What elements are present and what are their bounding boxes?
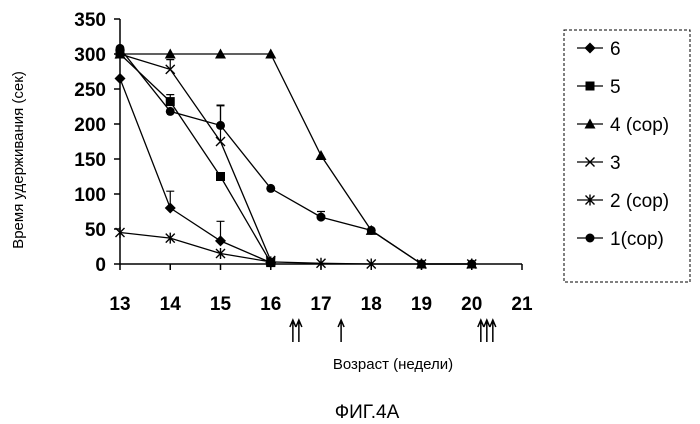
data-point xyxy=(216,172,225,181)
legend-label: 2 (cop) xyxy=(610,191,669,212)
data-point xyxy=(165,64,176,75)
error-bars xyxy=(166,59,325,241)
legend-marker xyxy=(585,157,595,167)
data-point xyxy=(417,259,426,269)
x-tick-label: 19 xyxy=(411,294,432,315)
legend-marker xyxy=(585,81,595,91)
y-axis-label: Время удерживания (сек) xyxy=(10,71,27,249)
legend-marker xyxy=(585,233,595,243)
legend-item: 6 xyxy=(577,39,621,60)
data-point xyxy=(164,48,176,59)
x-tick-label: 16 xyxy=(260,294,281,315)
legend-marker xyxy=(585,194,595,206)
data-point xyxy=(366,258,377,270)
legend-label: 1(cop) xyxy=(610,229,664,250)
legend-label: 3 xyxy=(610,153,621,174)
dosing-arrow xyxy=(337,318,345,342)
legend-box xyxy=(563,29,691,283)
legend-item: 1(cop) xyxy=(577,229,664,250)
legend-item: 2 (cop) xyxy=(577,191,669,212)
data-point xyxy=(165,232,176,244)
data-point xyxy=(467,259,477,269)
dosing-arrow xyxy=(477,318,485,342)
x-tick-label: 13 xyxy=(109,294,130,315)
y-tick-label: 0 xyxy=(95,255,106,276)
dosing-arrows xyxy=(289,318,497,342)
data-point xyxy=(215,136,226,147)
legend-marker xyxy=(584,118,596,129)
series-lines xyxy=(119,47,472,265)
data-point xyxy=(266,183,276,193)
data-point xyxy=(315,150,327,160)
x-tick-label: 14 xyxy=(160,294,182,315)
data-point xyxy=(316,212,326,222)
data-point xyxy=(114,73,126,84)
dosing-arrow xyxy=(489,318,497,342)
data-point xyxy=(216,120,225,130)
series-line-5 xyxy=(119,231,472,265)
axes xyxy=(114,18,523,270)
data-point xyxy=(366,225,376,235)
legend-item: 5 xyxy=(577,77,621,98)
series-line-1 xyxy=(119,78,272,264)
legend: 6 5 4 (cop) 3 2 (cop) 1(cop) xyxy=(563,29,691,283)
series-line-6 xyxy=(119,47,472,265)
series-line-2 xyxy=(119,53,272,263)
y-tick-label: 100 xyxy=(74,185,106,206)
y-tick-label: 250 xyxy=(74,80,106,101)
legend-marker xyxy=(584,42,596,54)
y-tick-label: 150 xyxy=(74,150,106,171)
y-tick-label: 200 xyxy=(74,115,106,136)
x-tick-label: 21 xyxy=(511,294,533,315)
data-point xyxy=(165,97,175,107)
legend-label: 5 xyxy=(610,77,621,98)
y-tick-label: 50 xyxy=(85,220,106,241)
x-tick-label: 17 xyxy=(310,294,331,315)
tick-labels: 0 50 100 150 200 250 300 350 13 14 15 16 17 18 19 20 21 xyxy=(74,10,533,315)
legend-item: 3 xyxy=(577,153,621,174)
x-tick-label: 15 xyxy=(210,294,232,315)
error-bar xyxy=(166,59,175,70)
y-tick-label: 300 xyxy=(74,45,106,66)
data-point xyxy=(265,48,277,59)
data-point xyxy=(215,248,226,259)
data-point xyxy=(115,227,125,238)
x-tick-label: 18 xyxy=(361,294,382,315)
data-point xyxy=(316,257,326,269)
y-tick-label: 350 xyxy=(74,10,106,31)
data-point xyxy=(215,48,226,59)
data-point xyxy=(265,256,276,268)
series-line-4 xyxy=(119,53,272,261)
series-markers xyxy=(114,43,478,270)
data-point xyxy=(115,43,125,53)
series-line-3 xyxy=(120,53,472,265)
data-point xyxy=(165,106,175,116)
data-point xyxy=(215,235,226,247)
data-point xyxy=(164,202,176,214)
legend-item: 4 (cop) xyxy=(577,115,669,136)
dosing-arrow xyxy=(295,318,303,342)
dosing-arrow xyxy=(483,318,491,342)
legend-label: 4 (cop) xyxy=(610,115,669,136)
figure-caption: ФИГ.4А xyxy=(335,402,400,423)
x-tick-label: 20 xyxy=(461,294,482,315)
legend-label: 6 xyxy=(610,39,621,60)
x-axis-label: Возраст (недели) xyxy=(333,356,453,373)
dosing-arrow xyxy=(289,318,297,342)
